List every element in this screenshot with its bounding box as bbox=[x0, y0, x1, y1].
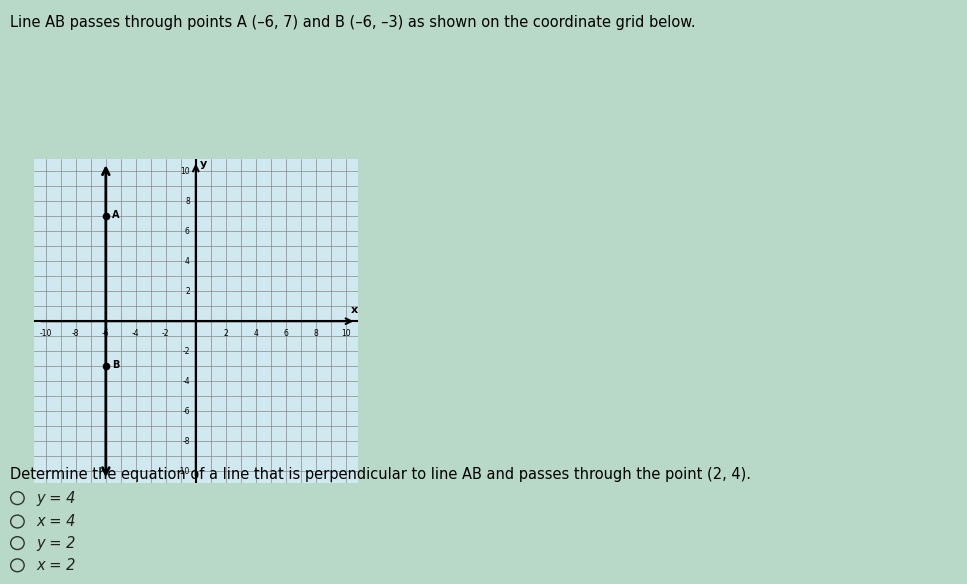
Text: Line AB passes through points A (–6, 7) and B (–6, –3) as shown on the coordinat: Line AB passes through points A (–6, 7) … bbox=[10, 15, 695, 30]
Text: 6: 6 bbox=[185, 227, 190, 236]
Text: A: A bbox=[112, 210, 119, 220]
Text: -8: -8 bbox=[183, 437, 190, 446]
Text: 4: 4 bbox=[253, 329, 258, 338]
Text: x = 4: x = 4 bbox=[37, 514, 76, 529]
Text: -6: -6 bbox=[103, 329, 109, 338]
Text: y: y bbox=[200, 159, 208, 169]
Text: -6: -6 bbox=[182, 406, 190, 416]
Text: 2: 2 bbox=[223, 329, 228, 338]
Text: -2: -2 bbox=[183, 347, 190, 356]
Text: -8: -8 bbox=[73, 329, 79, 338]
Text: -10: -10 bbox=[40, 329, 52, 338]
Text: 4: 4 bbox=[185, 257, 190, 266]
Text: 10: 10 bbox=[180, 166, 190, 176]
Text: 6: 6 bbox=[283, 329, 288, 338]
Text: 8: 8 bbox=[185, 197, 190, 206]
Text: x: x bbox=[351, 305, 359, 315]
Text: -4: -4 bbox=[182, 377, 190, 385]
Text: Determine the equation of a line that is perpendicular to line AB and passes thr: Determine the equation of a line that is… bbox=[10, 467, 750, 482]
Text: y = 4: y = 4 bbox=[37, 491, 76, 506]
Text: 2: 2 bbox=[185, 287, 190, 296]
Text: -4: -4 bbox=[132, 329, 139, 338]
Text: -10: -10 bbox=[177, 467, 190, 476]
Text: -2: -2 bbox=[162, 329, 169, 338]
Text: y = 2: y = 2 bbox=[37, 536, 76, 551]
Text: 8: 8 bbox=[313, 329, 318, 338]
Text: 10: 10 bbox=[341, 329, 351, 338]
Text: B: B bbox=[112, 360, 119, 370]
Text: x = 2: x = 2 bbox=[37, 558, 76, 573]
